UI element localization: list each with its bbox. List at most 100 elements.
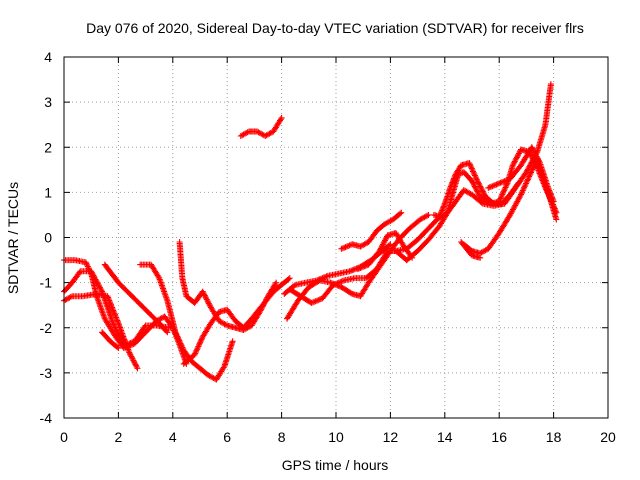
data-point-segment — [458, 239, 474, 258]
series-track-2 — [61, 290, 141, 372]
x-tick-label: 16 — [491, 429, 507, 445]
data-point-segment — [512, 170, 529, 191]
data-point-segment — [199, 321, 214, 340]
data-point-segment — [496, 181, 510, 205]
data-point-segment — [485, 231, 502, 252]
data-point-segment — [294, 285, 311, 304]
x-tick-label: 6 — [223, 429, 231, 445]
x-axis-label: GPS time / hours — [282, 457, 389, 473]
data-point-segment — [338, 241, 354, 252]
data-point-segment — [180, 352, 197, 367]
y-axis-label: SDTVAR / TECUs — [5, 182, 21, 294]
x-tick-label: 20 — [600, 429, 616, 445]
data-point-segment — [270, 282, 284, 295]
data-point — [164, 329, 171, 336]
data-point-segment — [169, 324, 181, 343]
data-point-segment — [365, 265, 382, 286]
data-point-segment — [466, 160, 480, 183]
data-point — [477, 254, 484, 261]
data-point-segment — [101, 315, 118, 339]
data-point-segment — [417, 212, 431, 223]
data-point — [278, 114, 285, 121]
data-point-segment — [112, 333, 126, 350]
data-point — [550, 198, 557, 205]
data-point-segment — [99, 329, 113, 344]
x-tick-label: 14 — [437, 429, 453, 445]
series-track-17 — [403, 81, 554, 264]
data-point-segment — [199, 288, 214, 310]
data-point-segment — [324, 270, 341, 279]
data-point-segment — [537, 160, 551, 190]
data-point-segment — [441, 186, 453, 207]
series-track-9 — [180, 275, 293, 367]
data-point-segment — [485, 180, 501, 191]
data-point-segment — [439, 210, 450, 221]
data-point-segment — [469, 178, 483, 199]
data-point-segment — [88, 270, 100, 298]
data-point-segment — [425, 215, 442, 232]
data-point-segment — [259, 289, 276, 309]
data-point-segment — [148, 261, 162, 280]
data-point-segment — [262, 129, 276, 139]
data-point-segment — [240, 316, 254, 331]
x-tick-label: 10 — [328, 429, 344, 445]
data-point-segment — [131, 330, 148, 347]
data-point-segment — [376, 233, 390, 254]
chart-title: Day 076 of 2020, Sidereal Day-to-day VTE… — [86, 20, 584, 36]
data-point-segment — [319, 283, 336, 302]
data-point — [547, 81, 554, 88]
data-point-segment — [107, 338, 121, 351]
data-point-segment — [270, 116, 284, 135]
data-point-segment — [161, 313, 175, 330]
y-tick-label: -4 — [40, 410, 53, 426]
data-point-segment — [382, 217, 395, 227]
y-tick-label: 4 — [44, 49, 52, 65]
data-point-segment — [534, 123, 548, 155]
data-point-segment — [460, 187, 474, 197]
data-point-segment — [104, 293, 121, 325]
data-point-segment — [120, 341, 137, 352]
data-point-segment — [507, 193, 524, 218]
data-point-segment — [197, 365, 210, 378]
series-track-21 — [458, 239, 484, 261]
data-point-segment — [450, 172, 461, 196]
data-point-segment — [406, 217, 423, 232]
data-point-segment — [425, 224, 442, 243]
data-point-segment — [82, 259, 94, 276]
data-point-segment — [237, 129, 251, 139]
data-point-segment — [216, 318, 229, 328]
data-point-segment — [115, 279, 134, 298]
data-point-segment — [156, 275, 170, 303]
data-point-segment — [414, 226, 431, 243]
data-point-segment — [213, 364, 227, 383]
data-point-segment — [224, 306, 238, 323]
data-point-segment — [414, 237, 431, 254]
data-point — [134, 365, 141, 372]
y-tick-label: -2 — [40, 320, 53, 336]
data-point-segment — [509, 147, 524, 169]
data-point — [425, 211, 432, 218]
data-point-segment — [460, 169, 474, 183]
grid — [64, 57, 608, 418]
plot-frame — [63, 56, 609, 419]
data-point-segment — [545, 184, 557, 203]
series-track-5 — [101, 261, 171, 336]
data-point-segment — [528, 144, 543, 165]
data-point-segment — [93, 293, 108, 321]
data-point-segment — [341, 275, 357, 284]
series-track-10 — [237, 114, 285, 139]
data-point — [286, 275, 293, 282]
data-point-segment — [474, 178, 488, 199]
y-tick-label: 1 — [44, 184, 52, 200]
x-tick-label: 18 — [546, 429, 562, 445]
x-tick-label: 12 — [383, 429, 399, 445]
data-point-segment — [205, 372, 218, 382]
series-track-7 — [142, 313, 190, 367]
data-point-segment — [376, 249, 393, 270]
data-point-segment — [126, 349, 140, 370]
data-point-segment — [496, 213, 513, 236]
data-point-segment — [188, 358, 202, 371]
data-point-segment — [284, 299, 301, 322]
data-point-segment — [207, 310, 222, 327]
